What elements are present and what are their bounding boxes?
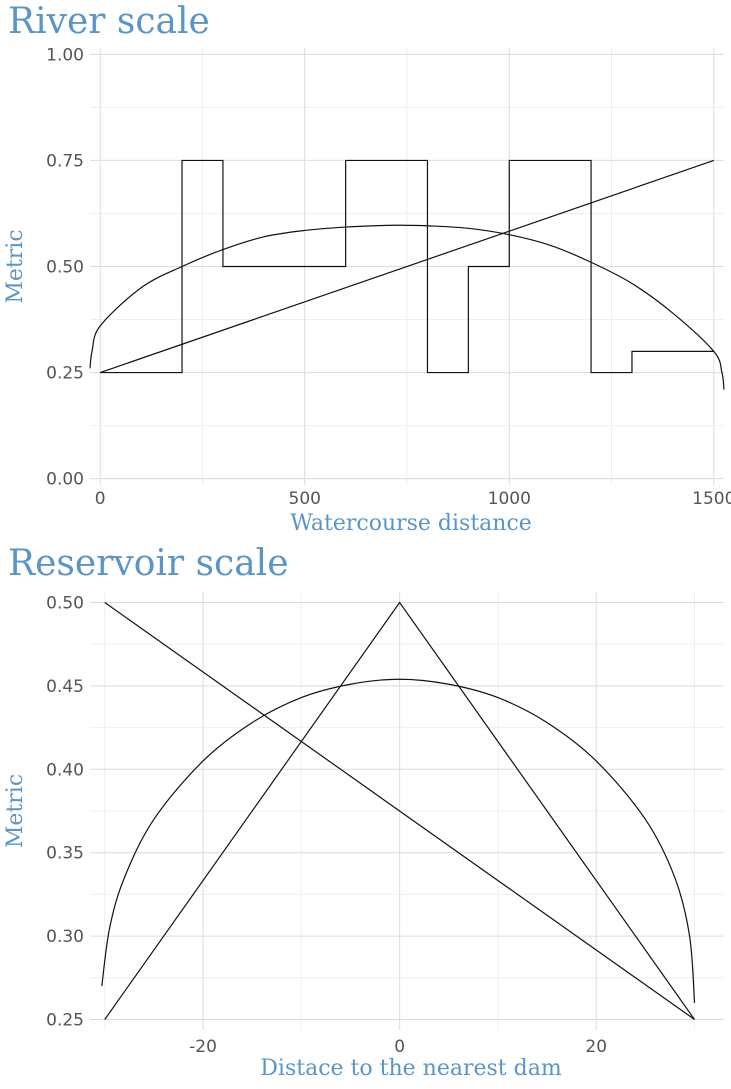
y-tick-label: 0.00 [46, 470, 84, 490]
y-tick-label: 0.50 [46, 594, 84, 614]
series-curve-2 [89, 224, 725, 390]
x-axis-title: Distace to the nearest dam [260, 1056, 562, 1081]
series-step-0 [100, 159, 714, 374]
x-tick-label: 20 [585, 1037, 607, 1057]
x-tick-label: 0 [394, 1037, 405, 1057]
series-curve-2 [101, 678, 696, 1003]
series-line-0 [104, 602, 695, 1020]
y-axis-title: Metric [3, 774, 28, 848]
x-tick-label: 1000 [488, 489, 531, 509]
y-tick-label: 0.40 [46, 760, 84, 780]
series-line-1 [104, 601, 696, 1020]
chart-1: Reservoir scale -20 0 20 0.25 0.30 0.35 0.40 0.4… [3, 543, 724, 1081]
y-tick-label: 0.75 [46, 151, 84, 171]
x-axis-title: Watercourse distance [290, 511, 532, 536]
y-tick-label: 1.00 [46, 45, 84, 65]
y-tick-label: 0.25 [46, 1010, 84, 1030]
y-tick-label: 0.25 [46, 364, 84, 384]
chart-0: River scale 0 500 1000 1500 0.00 0.25 0.50 0.75 1… [3, 1, 731, 536]
y-tick-label: 0.30 [46, 927, 84, 947]
x-tick-label: -20 [189, 1037, 217, 1057]
y-tick-label: 0.50 [46, 258, 84, 278]
x-tick-label: 500 [289, 489, 321, 509]
y-tick-label: 0.35 [46, 844, 84, 864]
chart-title: River scale [8, 1, 210, 42]
chart-title: Reservoir scale [8, 543, 289, 584]
y-tick-label: 0.45 [46, 677, 84, 697]
y-axis-title: Metric [3, 229, 28, 303]
x-tick-label: 1500 [692, 489, 731, 509]
x-tick-label: 0 [95, 489, 106, 509]
series-line-1 [100, 159, 714, 374]
